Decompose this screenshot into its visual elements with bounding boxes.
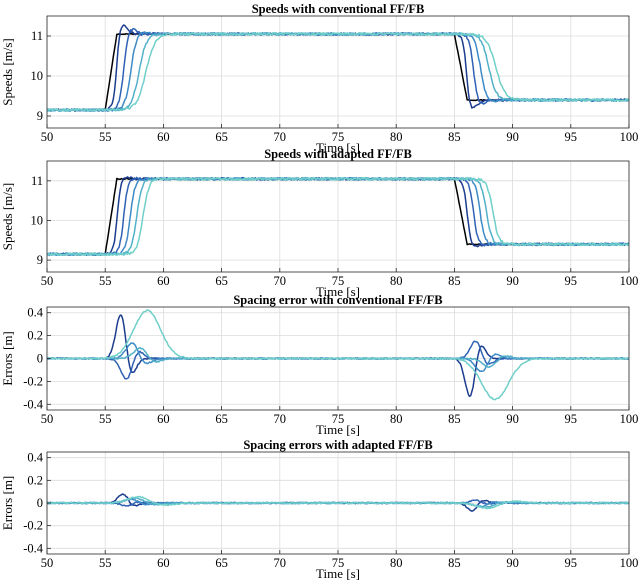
x-tick-label: 95 [565,130,578,144]
x-tick-label: 60 [157,412,170,426]
x-tick-label: 65 [215,556,228,570]
x-tick-label: 65 [215,412,228,426]
y-tick-label: 0.2 [27,329,43,343]
y-axis-label: Errors [m] [0,331,15,386]
x-tick-label: 85 [448,274,461,288]
series-line-5 [47,309,629,401]
y-tick-label: 11 [31,174,43,188]
panel-title: Speeds with adapted FF/FB [264,147,412,161]
x-tick-label: 70 [274,412,287,426]
x-tick-label: 70 [274,130,287,144]
x-tick-label: 50 [41,412,54,426]
series-line-5 [47,495,629,510]
x-axis-label: Time [s] [316,422,360,437]
x-tick-label: 55 [99,274,112,288]
x-tick-label: 75 [332,556,345,570]
panel-title: Speeds with conventional FF/FB [252,2,425,16]
x-tick-label: 65 [215,274,228,288]
y-tick-label: -0.2 [23,374,43,388]
y-axis-label: Speeds [m/s] [0,38,15,106]
x-tick-label: 85 [448,412,461,426]
x-tick-label: 90 [506,412,519,426]
x-tick-label: 75 [332,412,345,426]
x-tick-label: 100 [620,274,639,288]
x-tick-label: 75 [332,274,345,288]
y-tick-label: -0.2 [23,519,43,533]
x-tick-label: 65 [215,130,228,144]
x-axis-label: Time [s] [316,140,360,155]
x-tick-label: 95 [565,556,578,570]
x-tick-label: 90 [506,130,519,144]
panel-1: 50 55 60 65 70 75 80 85 90 95 100 9 10 11 Speeds with … [0,2,638,155]
x-tick-label: 50 [41,130,54,144]
x-tick-label: 55 [99,556,112,570]
series-group [47,309,629,401]
y-tick-label: 9 [37,253,43,267]
series-group [47,24,629,112]
series-group [47,493,629,512]
x-tick-label: 60 [157,556,170,570]
x-axis-label: Time [s] [316,566,360,580]
series-line-6 [47,176,629,257]
y-tick-label: 0.4 [27,451,43,465]
x-tick-label: 55 [99,412,112,426]
x-tick-label: 90 [506,274,519,288]
panel-4: 50 55 60 65 70 75 80 85 90 95 100 0.4 0.2 0 -0.2 -0.4 Sp… [0,438,638,580]
x-tick-label: 55 [99,130,112,144]
y-tick-label: -0.4 [23,541,44,555]
panel-title: Spacing error with conventional FF/FB [233,293,442,307]
x-tick-label: 70 [274,556,287,570]
y-tick-label: 10 [31,213,44,227]
x-tick-label: 80 [390,130,403,144]
y-tick-label: 10 [31,69,44,83]
x-tick-label: 100 [620,556,639,570]
y-tick-label: 0.4 [27,306,43,320]
x-tick-label: 60 [157,274,170,288]
series-group [47,176,629,257]
panel-3: 50 55 60 65 70 75 80 85 90 95 100 0.4 0.2 0 -0.2 -0.4 Sp… [0,293,638,437]
panel-2: 50 55 60 65 70 75 80 85 90 95 100 9 10 11 Speeds with … [0,147,638,299]
x-tick-label: 75 [332,130,345,144]
y-axis-label: Errors [m] [0,476,15,531]
x-tick-label: 50 [41,274,54,288]
x-tick-label: 95 [565,412,578,426]
y-tick-label: 0 [37,496,43,510]
x-tick-label: 100 [620,130,639,144]
x-tick-label: 85 [448,556,461,570]
x-tick-label: 85 [448,130,461,144]
x-tick-label: 95 [565,274,578,288]
x-tick-label: 60 [157,130,170,144]
x-tick-label: 80 [390,274,403,288]
series-line-6 [47,32,629,112]
x-tick-label: 80 [390,556,403,570]
y-tick-label: 0.2 [27,473,43,487]
y-tick-label: 0 [37,352,43,366]
y-tick-label: 11 [31,29,43,43]
x-tick-label: 80 [390,412,403,426]
x-tick-label: 100 [620,412,639,426]
x-tick-label: 50 [41,556,54,570]
x-tick-label: 90 [506,556,519,570]
panel-title: Spacing errors with adapted FF/FB [243,438,432,452]
y-tick-label: -0.4 [23,397,44,411]
y-axis-label: Speeds [m/s] [0,183,15,251]
y-tick-label: 9 [37,109,43,123]
x-tick-label: 70 [274,274,287,288]
x-axis-label: Time [s] [316,284,360,299]
